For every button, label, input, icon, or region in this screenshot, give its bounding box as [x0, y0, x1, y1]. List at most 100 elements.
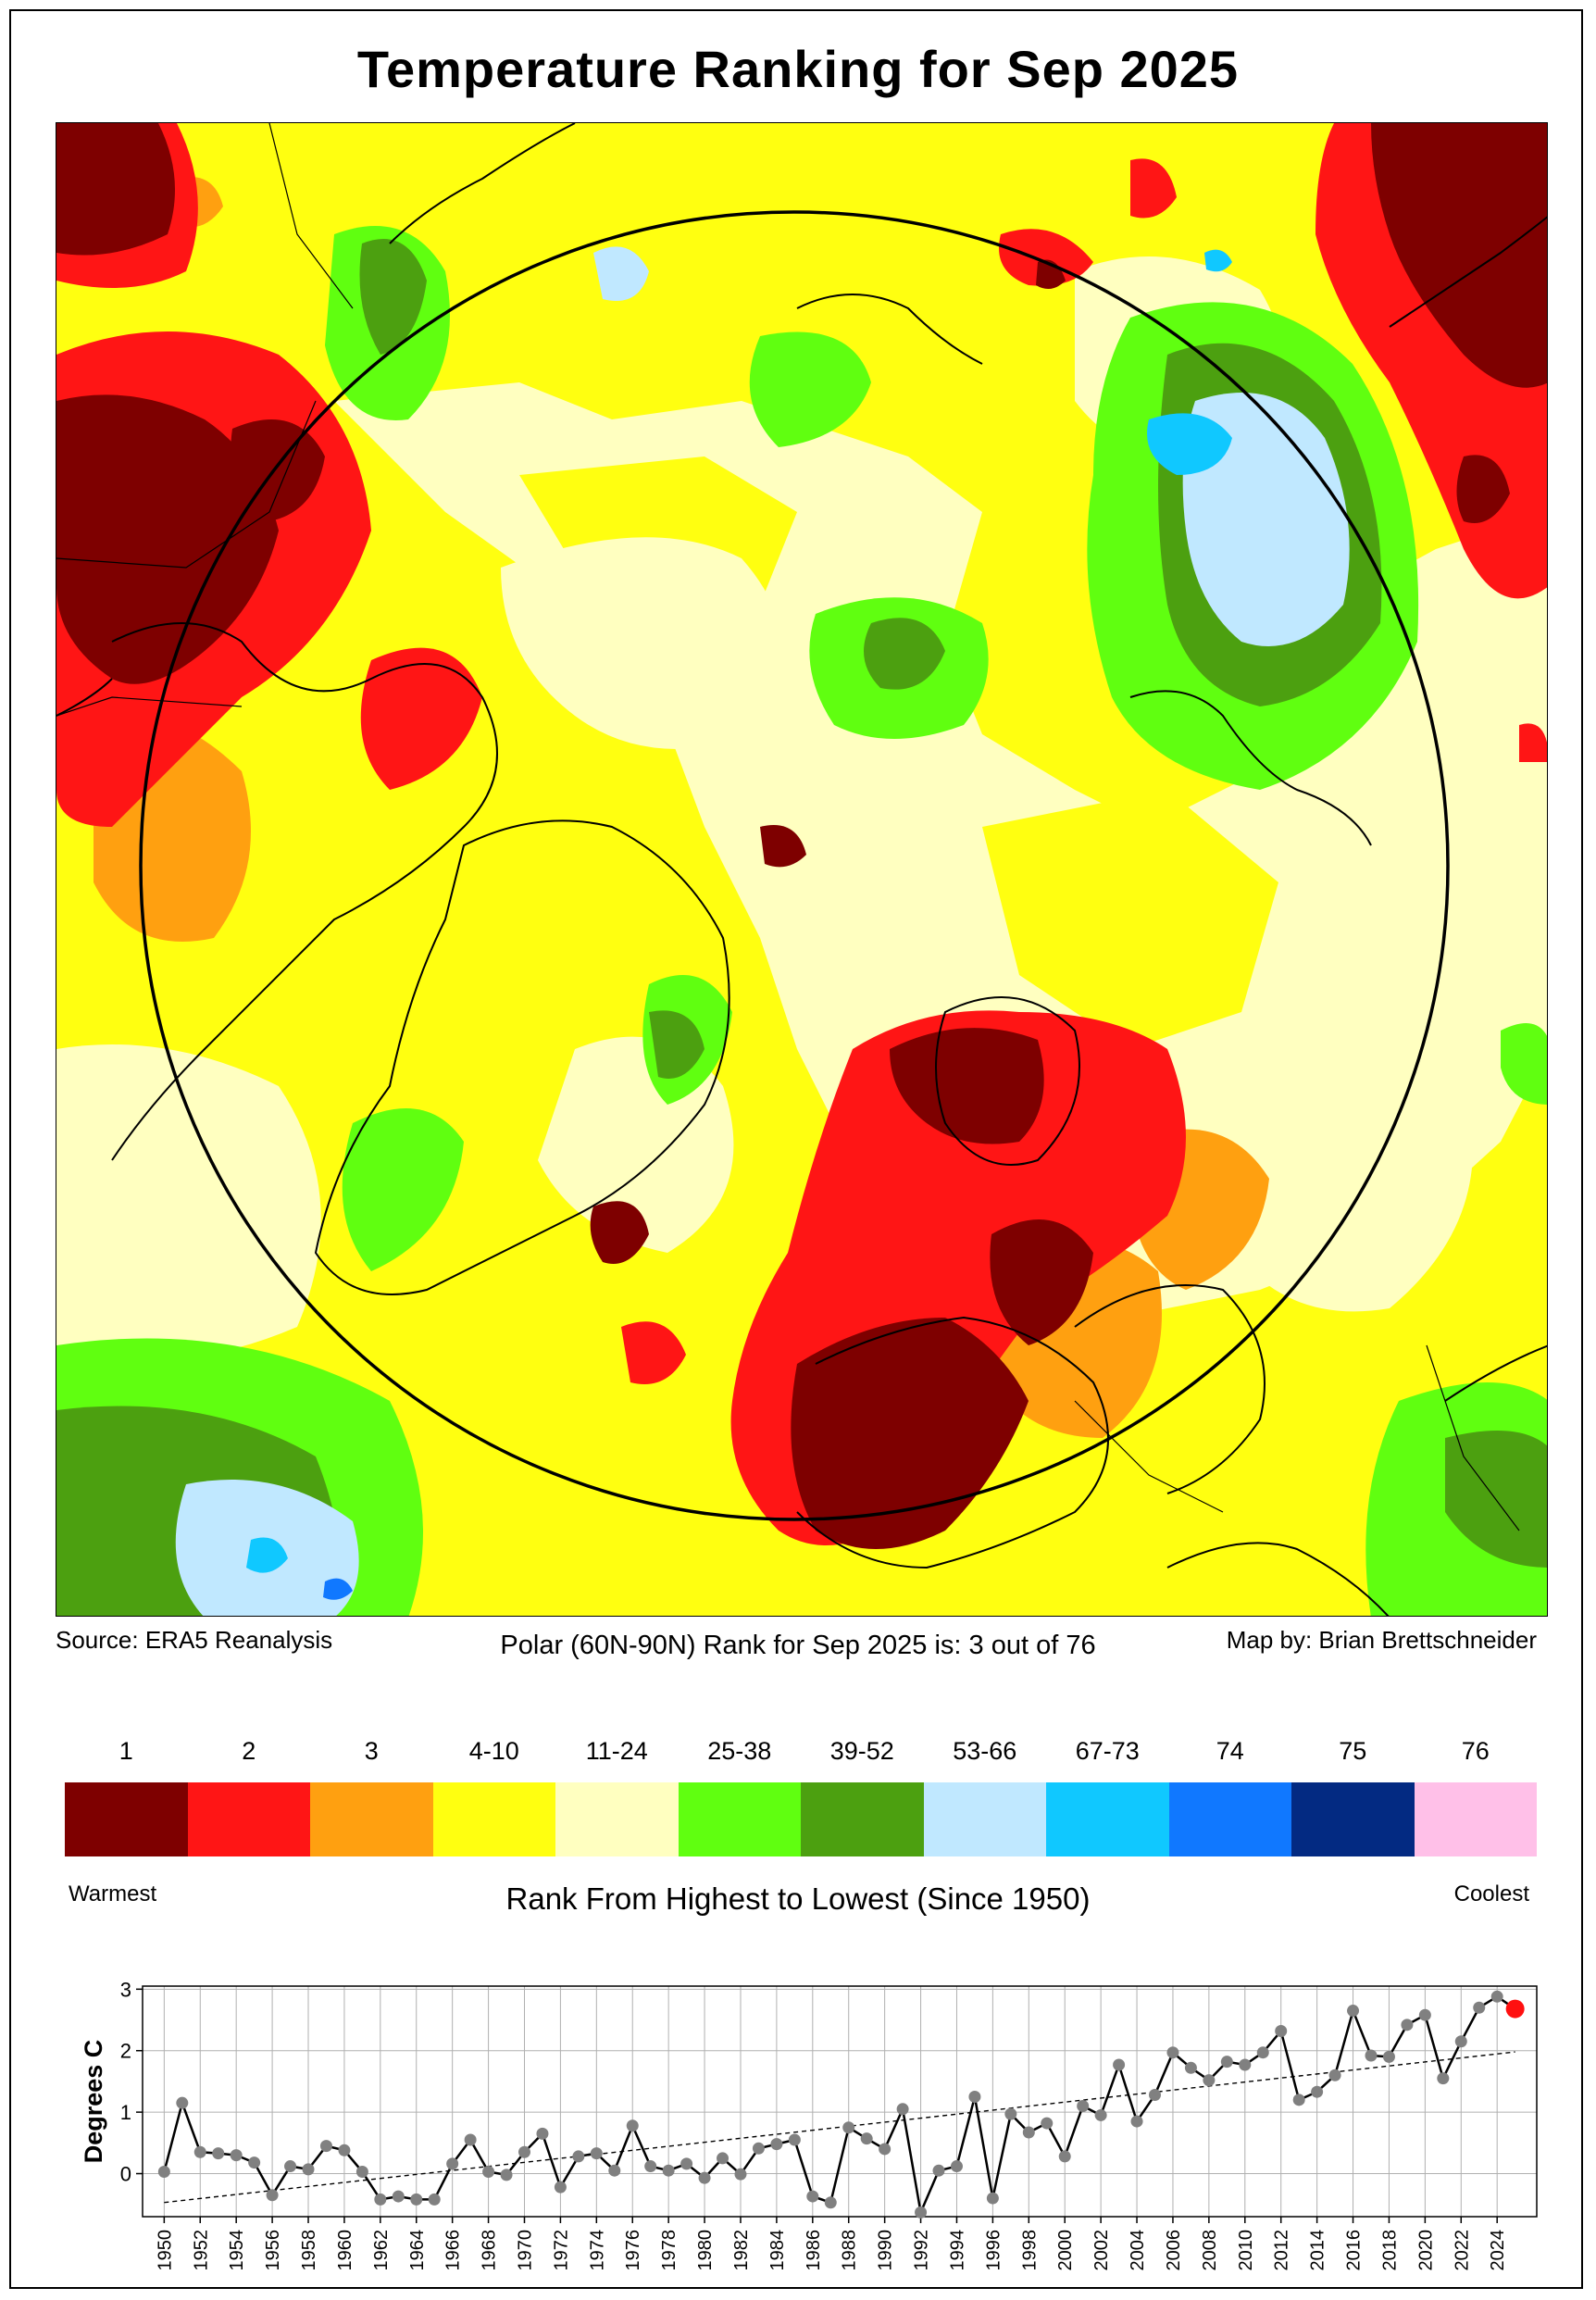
legend-label: 74 [1216, 1737, 1244, 1765]
x-tick-label: 1980 [695, 2230, 716, 2271]
data-point [698, 2171, 711, 2184]
x-tick-label: 2020 [1415, 2230, 1436, 2271]
x-tick-label: 1998 [1019, 2230, 1040, 2271]
legend-label: 11-24 [585, 1737, 648, 1765]
legend-swatch [678, 1782, 801, 1856]
legend-label: 76 [1461, 1737, 1490, 1765]
data-point [1454, 2035, 1467, 2048]
legend-axis-title: Rank From Highest to Lowest (Since 1950) [505, 1881, 1091, 1916]
data-point [644, 2160, 657, 2173]
legend-color-bar [65, 1782, 1537, 1856]
legend-swatch [801, 1782, 924, 1856]
legend-label: 4-10 [468, 1737, 519, 1765]
x-tick-label: 1950 [155, 2230, 175, 2271]
legend-swatch [1168, 1782, 1291, 1856]
legend-label: 53-66 [953, 1737, 1017, 1765]
data-point [752, 2142, 765, 2155]
data-point [1328, 2069, 1341, 2081]
x-tick-label: 2022 [1452, 2230, 1472, 2271]
legend-swatch [1291, 1782, 1415, 1856]
x-tick-label: 2024 [1488, 2230, 1508, 2271]
legend-label: 25-38 [707, 1737, 772, 1765]
legend-swatch [923, 1782, 1046, 1856]
legend-coolest-label: Coolest [1453, 1881, 1529, 1906]
y-tick-label: 3 [120, 1978, 131, 2001]
x-tick-label: 2004 [1128, 2230, 1148, 2271]
data-point [355, 2166, 368, 2179]
data-point [896, 2103, 909, 2116]
data-point [374, 2193, 387, 2206]
data-point [319, 2140, 332, 2153]
data-point [517, 2145, 530, 2158]
data-point [915, 2206, 928, 2219]
data-point [482, 2166, 495, 2179]
data-point [806, 2190, 819, 2203]
x-tick-label: 1952 [191, 2230, 211, 2271]
x-tick-label: 2014 [1308, 2230, 1328, 2271]
y-axis-label: Degrees C [80, 2040, 107, 2164]
x-tick-label: 2008 [1200, 2230, 1220, 2271]
data-point [1239, 2058, 1252, 2071]
data-point [842, 2121, 855, 2134]
x-tick-label: 1994 [947, 2230, 967, 2271]
blue-74-region [323, 1578, 353, 1600]
legend-label: 67-73 [1075, 1737, 1140, 1765]
legend-label: 2 [242, 1737, 256, 1765]
data-point [1490, 1990, 1503, 2003]
data-point [428, 2193, 441, 2206]
data-point [1041, 2117, 1054, 2130]
y-tick-label: 2 [120, 2040, 131, 2063]
data-point [788, 2133, 801, 2146]
latitude-60n-circle [139, 210, 1450, 1521]
data-point [1220, 2056, 1233, 2069]
data-point [1311, 2085, 1324, 2098]
data-point [1166, 2046, 1179, 2059]
data-point [1437, 2072, 1450, 2085]
data-point [193, 2145, 206, 2158]
timeseries-chart: 0 1 2 3 1950 1952 1954 1956 1958 1960 1962 1964 1966… [0, 1963, 1596, 2300]
map-canvas [56, 123, 1547, 1616]
data-point [932, 2164, 945, 2177]
data-point [1418, 2008, 1431, 2021]
legend-swatch [555, 1782, 679, 1856]
data-point [554, 2181, 567, 2194]
data-point [1130, 2115, 1143, 2128]
data-point [1347, 2005, 1360, 2018]
data-point [1382, 2050, 1395, 2063]
y-tick-label: 1 [120, 2101, 131, 2124]
data-point [590, 2147, 603, 2160]
x-tick-label: 1958 [299, 2230, 319, 2271]
legend-label: 75 [1339, 1737, 1367, 1765]
x-tick-label: 1982 [731, 2230, 752, 2271]
figure-frame [9, 9, 1583, 2289]
data-point [157, 2166, 170, 2179]
data-point [302, 2163, 315, 2176]
map-credit: Map by: Brian Brettschneider [1226, 1626, 1537, 1654]
data-point [1473, 2001, 1486, 2014]
data-point [986, 2192, 999, 2205]
data-point [248, 2156, 261, 2169]
coastlines [56, 123, 1547, 1616]
x-tick-label: 1990 [876, 2230, 896, 2271]
x-tick-label: 1960 [335, 2230, 355, 2271]
x-tick-label: 1978 [659, 2230, 680, 2271]
data-point [284, 2160, 297, 2173]
data-point [1094, 2108, 1107, 2121]
legend-label: 1 [118, 1737, 133, 1765]
data-point [1256, 2046, 1269, 2059]
data-point [446, 2157, 459, 2170]
x-tick-label: 1954 [227, 2230, 247, 2271]
x-tick-label: 1962 [371, 2230, 392, 2271]
data-point [410, 2193, 423, 2206]
data-point [1292, 2094, 1305, 2106]
x-tick-label: 2018 [1379, 2230, 1400, 2271]
x-tick-label: 1970 [515, 2230, 535, 2271]
x-tick-label: 2010 [1236, 2230, 1256, 2271]
legend-label: 39-52 [829, 1737, 894, 1765]
legend-swatch [310, 1782, 433, 1856]
polar-rank-map [56, 122, 1548, 1617]
data-point [1184, 2061, 1197, 2074]
data-point [230, 2149, 243, 2162]
plot-frame [142, 1985, 1538, 2218]
data-point [662, 2164, 675, 2177]
